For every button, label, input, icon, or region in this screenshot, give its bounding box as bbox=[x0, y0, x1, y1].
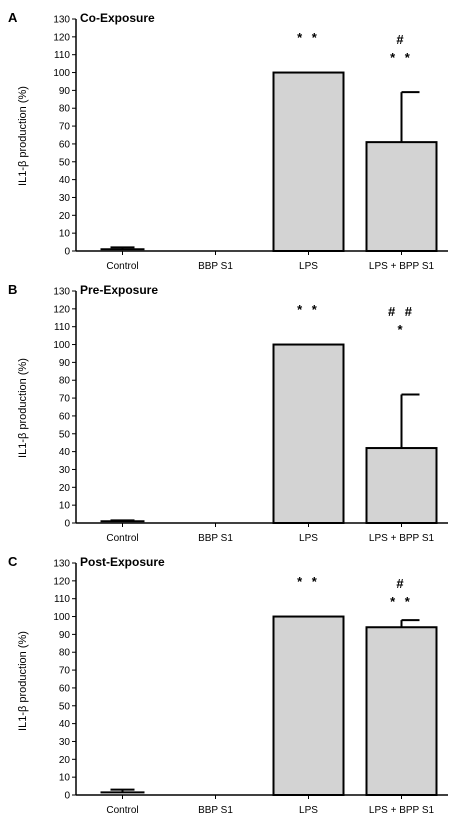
y-tick-label: 10 bbox=[59, 773, 71, 784]
y-tick-label: 120 bbox=[53, 304, 70, 315]
panel-a: A Co-Exposure IL1-β production (%) 0 10 20… bbox=[8, 10, 448, 272]
panel-title: Post-Exposure bbox=[80, 555, 165, 569]
y-tick-label: 70 bbox=[59, 394, 71, 405]
bar bbox=[272, 615, 345, 796]
significance-marker: # bbox=[396, 32, 406, 47]
y-tick-label: 100 bbox=[53, 68, 70, 79]
x-tick-label: BBP S1 bbox=[198, 261, 233, 272]
y-axis-label: IL1-β production (%) bbox=[17, 631, 29, 731]
plot-area: 0 10 20 30 40 50 60 70 80 90 100 110 120 130 Control BB… bbox=[53, 287, 448, 544]
x-tick-label: LPS + BPP S1 bbox=[369, 805, 435, 816]
bar bbox=[365, 141, 438, 252]
significance-marker: # bbox=[396, 576, 406, 591]
y-tick-label: 30 bbox=[59, 465, 71, 476]
x-tick-label: LPS + BPP S1 bbox=[369, 261, 435, 272]
panel-letter: C bbox=[8, 554, 18, 569]
significance-marker: * * bbox=[390, 594, 413, 609]
y-tick-label: 50 bbox=[59, 157, 71, 168]
y-tick-label: 80 bbox=[59, 376, 71, 387]
y-tick-label: 60 bbox=[59, 411, 71, 422]
y-tick-label: 130 bbox=[53, 15, 70, 26]
panel-c: C Post-Exposure IL1-β production (%) 0 10… bbox=[8, 554, 448, 816]
significance-marker: * * bbox=[297, 30, 320, 45]
y-tick-label: 90 bbox=[59, 86, 71, 97]
y-tick-label: 120 bbox=[53, 576, 70, 587]
y-tick-label: 30 bbox=[59, 193, 71, 204]
y-tick-label: 60 bbox=[59, 139, 71, 150]
y-tick-label: 0 bbox=[64, 519, 70, 530]
y-tick-label: 70 bbox=[59, 666, 71, 677]
y-tick-label: 40 bbox=[59, 447, 71, 458]
plot-area: 0 10 20 30 40 50 60 70 80 90 100 110 120 130 Control BB… bbox=[53, 15, 448, 272]
bar bbox=[272, 343, 345, 524]
x-tick-label: Control bbox=[106, 533, 138, 544]
y-tick-label: 10 bbox=[59, 501, 71, 512]
y-tick-label: 100 bbox=[53, 612, 70, 623]
significance-marker: * bbox=[397, 322, 405, 337]
y-tick-label: 100 bbox=[53, 340, 70, 351]
y-tick-label: 40 bbox=[59, 175, 71, 186]
bar bbox=[272, 71, 345, 252]
panel-title: Pre-Exposure bbox=[80, 283, 158, 297]
panel-title: Co-Exposure bbox=[80, 11, 155, 25]
x-tick-label: LPS bbox=[299, 805, 318, 816]
significance-marker: * * bbox=[297, 302, 320, 317]
y-tick-label: 110 bbox=[54, 50, 70, 61]
y-tick-label: 110 bbox=[54, 322, 70, 333]
x-tick-label: LPS bbox=[299, 533, 318, 544]
y-axis-label: IL1-β production (%) bbox=[17, 86, 29, 186]
y-tick-label: 20 bbox=[59, 483, 71, 494]
y-tick-label: 30 bbox=[59, 737, 71, 748]
y-tick-label: 80 bbox=[59, 648, 71, 659]
y-tick-label: 10 bbox=[59, 229, 71, 240]
y-tick-label: 90 bbox=[59, 358, 71, 369]
x-tick-label: LPS bbox=[299, 261, 318, 272]
x-tick-label: LPS + BPP S1 bbox=[369, 533, 435, 544]
y-tick-label: 20 bbox=[59, 755, 71, 766]
panel-letter: A bbox=[8, 10, 18, 25]
panel-letter: B bbox=[8, 282, 17, 297]
bar bbox=[365, 447, 438, 525]
y-tick-label: 0 bbox=[64, 247, 70, 258]
significance-marker: * * bbox=[390, 50, 413, 65]
y-tick-label: 50 bbox=[59, 701, 71, 712]
x-tick-label: Control bbox=[106, 805, 138, 816]
y-tick-label: 90 bbox=[59, 630, 71, 641]
y-tick-label: 40 bbox=[59, 719, 71, 730]
panel-b: B Pre-Exposure IL1-β production (%) 0 10 2… bbox=[8, 282, 448, 544]
x-tick-label: Control bbox=[106, 261, 138, 272]
significance-marker: # # bbox=[388, 304, 415, 319]
y-tick-label: 50 bbox=[59, 429, 71, 440]
y-tick-label: 110 bbox=[54, 594, 70, 605]
x-tick-label: BBP S1 bbox=[198, 533, 233, 544]
y-tick-label: 20 bbox=[59, 211, 71, 222]
y-tick-label: 0 bbox=[64, 791, 70, 802]
bar bbox=[365, 626, 438, 796]
y-tick-label: 70 bbox=[59, 122, 71, 133]
x-tick-label: BBP S1 bbox=[198, 805, 233, 816]
y-tick-label: 120 bbox=[53, 32, 70, 43]
y-tick-label: 130 bbox=[53, 559, 70, 570]
plot-area: 0 10 20 30 40 50 60 70 80 90 100 110 120 130 Control BB… bbox=[53, 559, 448, 816]
y-tick-label: 130 bbox=[53, 287, 70, 298]
significance-marker: * * bbox=[297, 574, 320, 589]
y-tick-label: 80 bbox=[59, 104, 71, 115]
y-axis-label: IL1-β production (%) bbox=[17, 358, 29, 458]
y-tick-label: 60 bbox=[59, 683, 71, 694]
